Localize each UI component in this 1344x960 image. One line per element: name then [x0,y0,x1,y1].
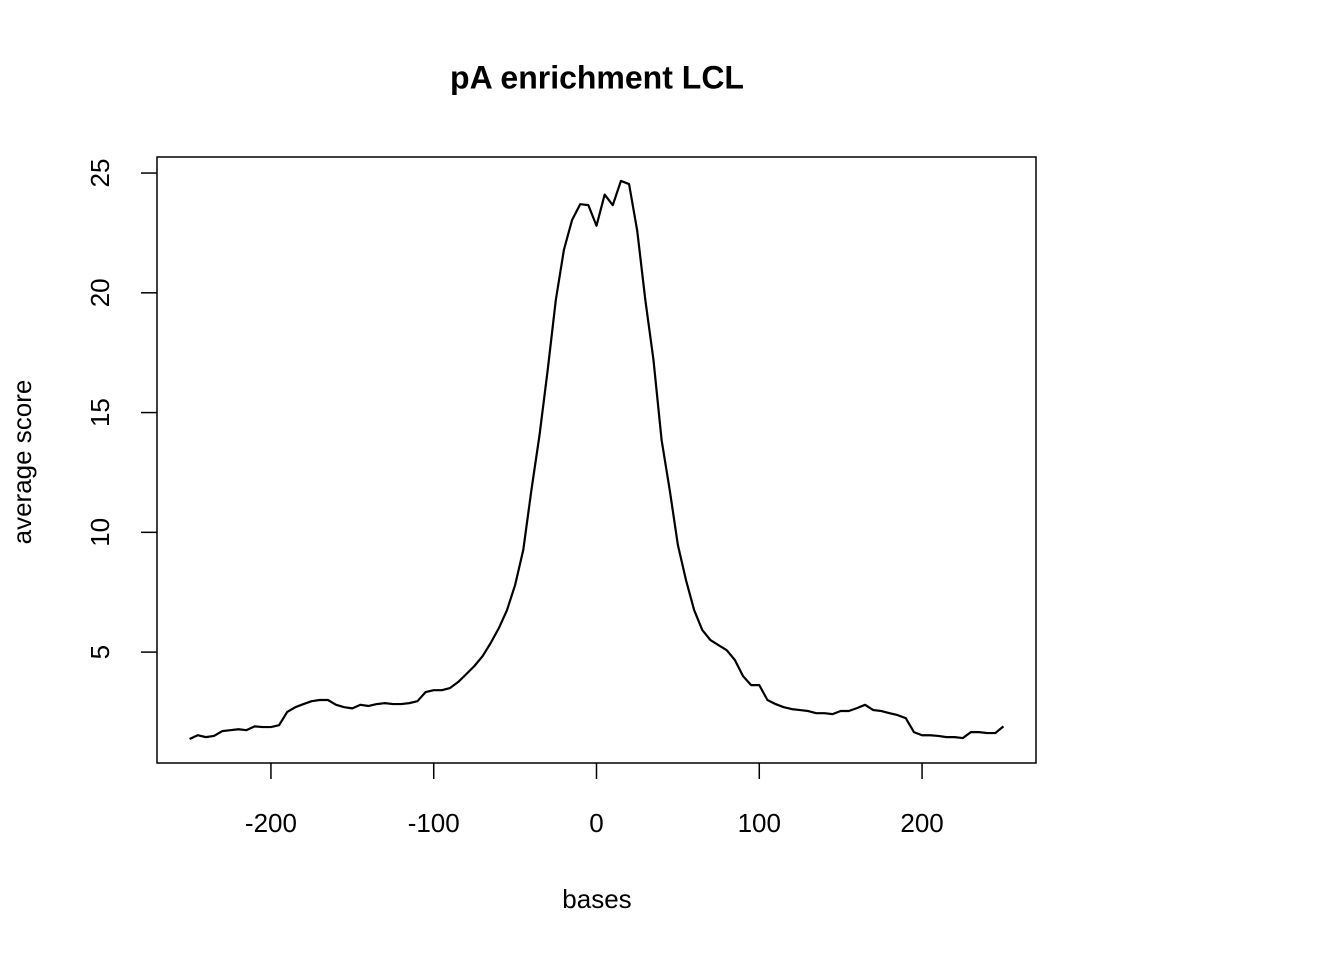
y-tick-label: 10 [85,518,115,547]
chart-title: pA enrichment LCL [450,59,744,95]
x-tick-label: 100 [738,808,781,838]
y-tick-label: 25 [85,159,115,188]
y-axis-label: average score [7,380,37,545]
x-tick-label: 200 [900,808,943,838]
y-tick-label: 20 [85,278,115,307]
y-tick-label: 5 [85,645,115,659]
x-tick-label: -200 [245,808,297,838]
data-line [189,179,1005,741]
x-tick-label: 0 [589,808,603,838]
x-tick-label: -100 [408,808,460,838]
y-tick-label: 15 [85,398,115,427]
x-axis-label: bases [562,884,631,914]
